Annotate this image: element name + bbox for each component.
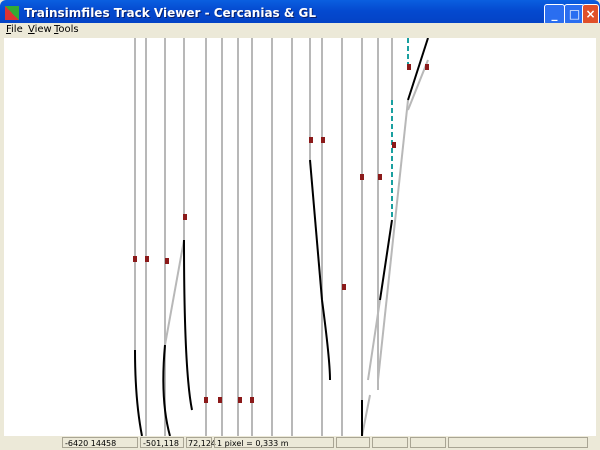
menu-item[interactable]: View (28, 24, 52, 35)
status-panel (410, 437, 446, 448)
status-scale: 1 pixel = 0,333 m (214, 437, 334, 448)
status-bar: -6420 14458 -501,118 72,124 1 pixel = 0,… (0, 436, 600, 450)
minimize-button[interactable]: _ (544, 4, 565, 25)
status-panel (336, 437, 370, 448)
status-panel (372, 437, 408, 448)
close-button[interactable]: × (582, 4, 599, 25)
app-icon (5, 6, 19, 20)
window-title: Trainsimfiles Track Viewer - Cercanias &… (24, 6, 317, 20)
menu-item[interactable]: File (6, 24, 23, 35)
track-canvas[interactable] (4, 38, 596, 436)
status-x: -501,118 (140, 437, 184, 448)
status-coordinates: -6420 14458 (62, 437, 138, 448)
status-panel (448, 437, 588, 448)
status-y: 72,124 (186, 437, 216, 448)
menu-bar: File View Tools (0, 23, 600, 39)
menu-item[interactable]: Tools (54, 24, 79, 35)
